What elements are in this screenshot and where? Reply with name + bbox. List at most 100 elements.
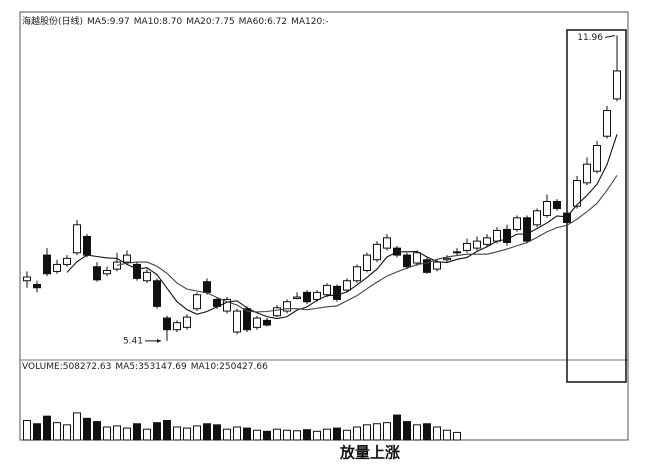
candle-up [193, 294, 201, 310]
volume-header: VOLUME:508272.63 MA5:353147.69 MA10:250427… [22, 362, 268, 372]
volume-bar [93, 421, 101, 441]
volume-bar [303, 429, 311, 441]
caption: 放量上涨 [339, 444, 400, 462]
candle-down [133, 263, 141, 279]
candle-up [103, 269, 111, 275]
volume-bar [163, 420, 171, 441]
volume-bar [373, 423, 381, 441]
candle-up [223, 298, 231, 312]
volume-bar [363, 424, 371, 441]
ma-line [66, 134, 618, 320]
high-label: 11.96 [577, 33, 603, 43]
volume-bar [173, 426, 181, 441]
volume-bar [83, 417, 91, 441]
volume-bar [43, 415, 51, 441]
candle-down [33, 283, 41, 289]
ma-label: MA5:9.97 [87, 17, 130, 27]
candle-up [493, 229, 501, 242]
candle-down [153, 280, 161, 307]
low-label: 5.41 [123, 336, 143, 346]
volume-bar [53, 422, 61, 441]
candle-up [73, 224, 81, 254]
volume-bar [203, 423, 211, 441]
volume-bar [293, 430, 301, 441]
volume-bar [123, 427, 131, 441]
volume-bar [383, 422, 391, 441]
volume-bar [63, 424, 71, 441]
candle-up [173, 322, 181, 331]
volume-ma-label: MA5:353147.69 [115, 362, 187, 372]
candle-up [343, 280, 351, 291]
volume-bar [333, 427, 341, 441]
ma-line [116, 175, 618, 313]
candle-up [433, 261, 441, 270]
candle-up [273, 307, 281, 317]
volume-bar [313, 430, 321, 441]
volume-bar [413, 424, 421, 441]
volume-bar [253, 429, 261, 441]
candle-down [553, 200, 561, 209]
volume-bar [73, 412, 81, 441]
candle-up [453, 251, 461, 254]
volume-bar [353, 426, 361, 441]
candle-up [183, 316, 191, 328]
candle-down [503, 228, 511, 244]
candle-up [323, 284, 331, 296]
candle-up [363, 254, 371, 271]
volume-bar [443, 429, 451, 441]
candle-down [163, 317, 171, 331]
highlight-box [566, 29, 627, 383]
volume-bar [263, 430, 271, 441]
candle-up [603, 110, 611, 137]
candle-down [43, 254, 51, 275]
volume-bar [403, 421, 411, 441]
volume-bar [223, 428, 231, 441]
volume-bar [433, 426, 441, 441]
candle-up [533, 210, 541, 226]
candle-up [63, 257, 71, 265]
volume-bar [103, 426, 111, 441]
candle-down [263, 319, 271, 326]
candle-up [123, 254, 131, 263]
volume-bar [153, 422, 161, 441]
candle-up [543, 200, 551, 216]
candle-up [413, 252, 421, 264]
candle-down [523, 217, 531, 242]
candle-down [93, 266, 101, 281]
volume-bar [113, 425, 121, 441]
candle-up [483, 237, 491, 245]
header: 海越股份(日线) MA5:9.97 MA10:8.70 MA20:7.75 MA60:6… [22, 15, 329, 27]
candle-up [23, 276, 31, 282]
volume-bar [183, 427, 191, 441]
high-pointer [604, 35, 616, 39]
candle-down [563, 212, 571, 223]
volume-bar [393, 414, 401, 441]
volume-bar [193, 425, 201, 441]
candle-down [303, 291, 311, 303]
volume-ma-label: MA10:250427.66 [191, 362, 268, 372]
candle-down [423, 259, 431, 273]
candle-up [113, 261, 121, 270]
candle-up [443, 257, 451, 261]
candle-up [463, 242, 471, 251]
candle-down [403, 254, 411, 268]
volume-label: VOLUME:508272.63 [22, 362, 111, 372]
ma-label: MA120:- [291, 17, 328, 27]
volume-bar [423, 423, 431, 441]
candle-up [253, 317, 261, 328]
candle-up [283, 301, 291, 312]
low-arrow-head [157, 338, 161, 343]
volume-bar [23, 420, 31, 441]
candle-up [293, 296, 301, 299]
candle-up [143, 271, 151, 282]
volume-bar [33, 423, 41, 441]
ma-label: MA10:8.70 [134, 17, 183, 27]
volume-bar [323, 428, 331, 441]
volume-bar [243, 427, 251, 441]
volume-bar [343, 429, 351, 441]
candle-up [383, 237, 391, 249]
candle-up [53, 263, 61, 272]
candle-up [313, 291, 321, 300]
